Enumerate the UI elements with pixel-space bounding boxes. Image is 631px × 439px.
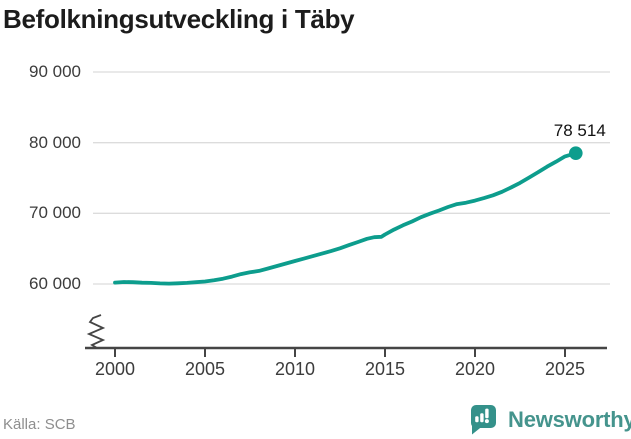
newsworthy-wordmark: Newsworthy — [508, 406, 631, 432]
chart-title: Befolkningsutveckling i Täby — [3, 4, 355, 34]
x-axis-label: 2005 — [184, 359, 226, 379]
y-axis-break-icon — [86, 314, 106, 349]
newsworthy-icon — [471, 405, 496, 435]
source-caption: Källa: SCB — [3, 416, 76, 433]
x-axis-label: 2020 — [454, 359, 496, 379]
end-point-dot — [569, 146, 583, 160]
y-axis-label: 90 000 — [29, 62, 81, 81]
end-value-label: 78 514 — [553, 121, 606, 141]
population-line — [113, 151, 578, 286]
x-axis-label: 2010 — [274, 359, 316, 379]
y-axis-label: 60 000 — [29, 274, 81, 293]
x-axis-label: 2025 — [544, 359, 586, 379]
y-axis-label: 80 000 — [29, 132, 81, 152]
x-axis-label: 2015 — [364, 359, 406, 379]
newsworthy-logo: Newsworthy — [468, 403, 631, 436]
x-axis-label: 2000 — [94, 359, 136, 379]
y-axis-label: 70 000 — [29, 203, 81, 223]
